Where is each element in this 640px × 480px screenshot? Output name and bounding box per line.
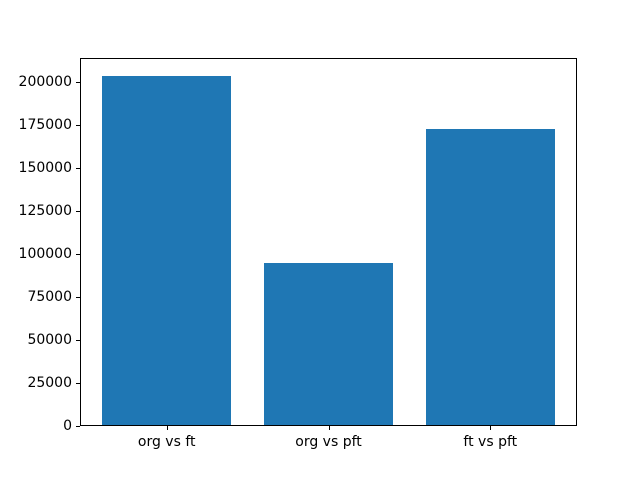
y-tick-label: 125000 <box>18 203 72 220</box>
y-tick-label: 75000 <box>27 289 72 306</box>
y-tick-mark <box>76 254 80 256</box>
bar-org-vs-pft <box>263 262 394 425</box>
x-tick-label-org-vs-ft: org vs ft <box>137 434 196 450</box>
y-tick-label: 175000 <box>18 117 72 134</box>
y-tick-label: 25000 <box>27 375 72 392</box>
x-tick-label-org-vs-pft: org vs pft <box>295 434 362 450</box>
y-tick-mark <box>76 426 80 427</box>
y-tick-mark <box>76 340 80 342</box>
y-tick-label: 200000 <box>18 74 72 91</box>
y-tick-mark <box>76 211 80 213</box>
x-tick-mark <box>328 426 330 430</box>
y-tick-label: 150000 <box>18 160 72 177</box>
y-tick-mark <box>76 125 80 127</box>
x-tick-label-ft-vs-pft: ft vs pft <box>463 434 518 450</box>
y-tick-mark <box>76 168 80 170</box>
y-tick-label: 0 <box>63 418 72 434</box>
y-tick-mark <box>76 297 80 299</box>
x-tick-mark <box>166 426 168 430</box>
y-tick-label: 50000 <box>27 332 72 349</box>
y-tick-label: 100000 <box>18 246 72 263</box>
bar-org-vs-ft <box>102 75 232 425</box>
x-tick-mark <box>490 426 492 430</box>
y-tick-mark <box>76 383 80 385</box>
y-tick-mark <box>76 82 80 84</box>
bar-ft-vs-pft <box>425 128 555 425</box>
